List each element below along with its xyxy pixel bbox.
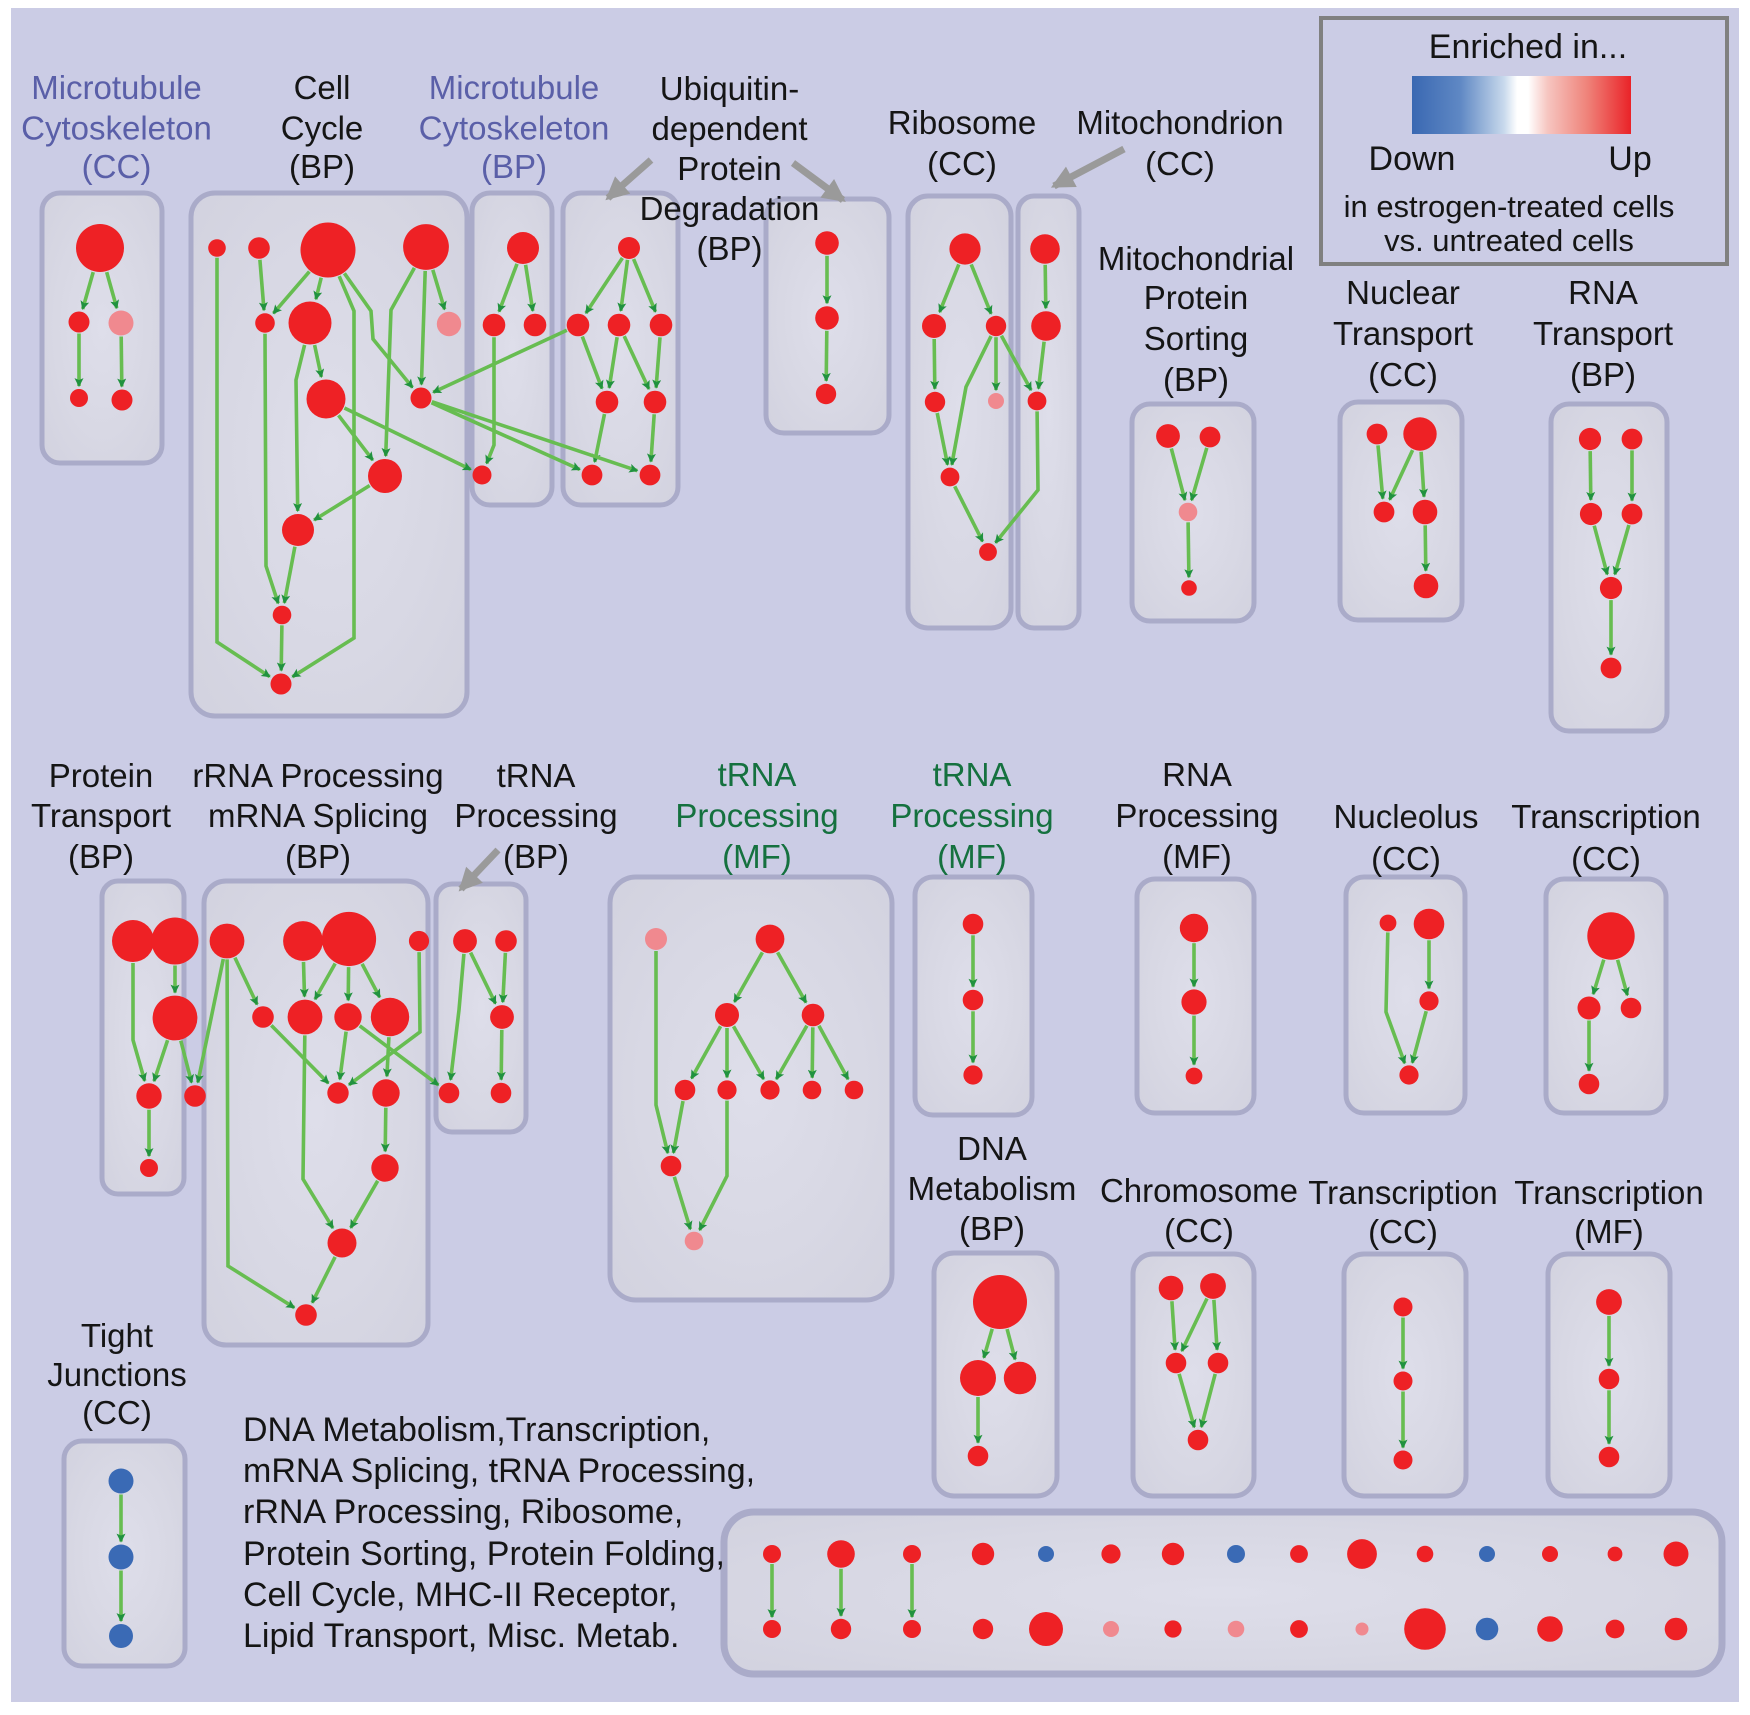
svg-text:rRNA Processing, Ribosome,: rRNA Processing, Ribosome,	[243, 1493, 683, 1531]
svg-text:Nuclear: Nuclear	[1346, 274, 1460, 311]
svg-text:(BP): (BP)	[959, 1210, 1025, 1247]
svg-text:(MF): (MF)	[1574, 1213, 1644, 1250]
svg-text:Microtubule: Microtubule	[429, 69, 600, 106]
svg-text:Transcription: Transcription	[1514, 1174, 1704, 1211]
svg-text:Tight: Tight	[81, 1317, 153, 1354]
svg-text:Cell Cycle, MHC-II Receptor,: Cell Cycle, MHC-II Receptor,	[243, 1576, 678, 1614]
svg-text:(BP): (BP)	[697, 230, 763, 267]
svg-text:(BP): (BP)	[1163, 361, 1229, 398]
svg-text:(CC): (CC)	[1145, 145, 1215, 182]
svg-text:(CC): (CC)	[1164, 1212, 1234, 1249]
svg-text:Processing: Processing	[890, 797, 1053, 834]
svg-text:Enriched in...: Enriched in...	[1429, 28, 1627, 66]
svg-text:Mitochondrial: Mitochondrial	[1098, 240, 1294, 277]
svg-text:Processing: Processing	[1115, 797, 1278, 834]
svg-text:Transcription: Transcription	[1308, 1174, 1498, 1211]
svg-text:Mitochondrion: Mitochondrion	[1076, 104, 1283, 141]
svg-text:Protein: Protein	[677, 150, 782, 187]
svg-text:(CC): (CC)	[1371, 840, 1441, 877]
svg-text:(CC): (CC)	[1368, 356, 1438, 393]
svg-text:(BP): (BP)	[285, 838, 351, 875]
svg-text:RNA: RNA	[1568, 274, 1638, 311]
svg-text:Sorting: Sorting	[1144, 320, 1249, 357]
svg-text:tRNA: tRNA	[933, 756, 1012, 793]
svg-text:Microtubule: Microtubule	[31, 69, 202, 106]
svg-text:Transport: Transport	[1333, 315, 1473, 352]
svg-text:tRNA: tRNA	[497, 757, 576, 794]
svg-text:Processing: Processing	[454, 797, 617, 834]
svg-text:Transcription: Transcription	[1511, 798, 1701, 835]
svg-text:Lipid Transport, Misc. Metab.: Lipid Transport, Misc. Metab.	[243, 1617, 680, 1655]
svg-text:Protein Sorting, Protein Foldi: Protein Sorting, Protein Folding,	[243, 1535, 725, 1573]
svg-text:dependent: dependent	[652, 110, 808, 147]
svg-text:Metabolism: Metabolism	[908, 1170, 1077, 1207]
svg-text:(CC): (CC)	[1571, 840, 1641, 877]
svg-text:Processing: Processing	[675, 797, 838, 834]
svg-text:Down: Down	[1369, 140, 1456, 178]
svg-text:vs. untreated cells: vs. untreated cells	[1384, 223, 1634, 258]
svg-text:mRNA Splicing: mRNA Splicing	[208, 797, 428, 834]
svg-text:Protein: Protein	[49, 757, 154, 794]
svg-text:mRNA Splicing, tRNA Processing: mRNA Splicing, tRNA Processing,	[243, 1452, 755, 1490]
svg-text:Cytoskeleton: Cytoskeleton	[419, 110, 610, 147]
svg-text:Nucleolus: Nucleolus	[1334, 798, 1479, 835]
svg-text:(MF): (MF)	[1162, 838, 1232, 875]
svg-text:(BP): (BP)	[503, 838, 569, 875]
svg-text:tRNA: tRNA	[718, 756, 797, 793]
svg-text:(MF): (MF)	[722, 838, 792, 875]
svg-text:in estrogen-treated cells: in estrogen-treated cells	[1344, 189, 1675, 224]
svg-text:Chromosome: Chromosome	[1100, 1172, 1298, 1209]
svg-text:(BP): (BP)	[1570, 356, 1636, 393]
svg-text:Transport: Transport	[31, 797, 171, 834]
svg-text:DNA: DNA	[957, 1130, 1027, 1167]
svg-text:(BP): (BP)	[68, 838, 134, 875]
svg-text:(CC): (CC)	[927, 145, 997, 182]
svg-text:(BP): (BP)	[289, 148, 355, 185]
svg-text:Protein: Protein	[1144, 279, 1249, 316]
svg-text:Transport: Transport	[1533, 315, 1673, 352]
svg-text:(CC): (CC)	[1368, 1213, 1438, 1250]
svg-text:Junctions: Junctions	[47, 1356, 186, 1393]
svg-text:(CC): (CC)	[82, 1394, 152, 1431]
svg-text:Degradation: Degradation	[640, 190, 820, 227]
svg-text:Cycle: Cycle	[281, 110, 364, 147]
svg-text:Ubiquitin-: Ubiquitin-	[660, 70, 799, 107]
svg-text:Up: Up	[1608, 140, 1651, 178]
svg-text:Cell: Cell	[294, 69, 351, 106]
svg-text:rRNA Processing: rRNA Processing	[192, 757, 443, 794]
svg-text:(MF): (MF)	[937, 838, 1007, 875]
svg-text:DNA Metabolism,Transcription,: DNA Metabolism,Transcription,	[243, 1411, 710, 1449]
svg-text:(CC): (CC)	[82, 148, 152, 185]
svg-text:RNA: RNA	[1162, 756, 1232, 793]
svg-text:Cytoskeleton: Cytoskeleton	[21, 110, 212, 147]
svg-text:(BP): (BP)	[481, 148, 547, 185]
svg-text:Ribosome: Ribosome	[888, 104, 1037, 141]
